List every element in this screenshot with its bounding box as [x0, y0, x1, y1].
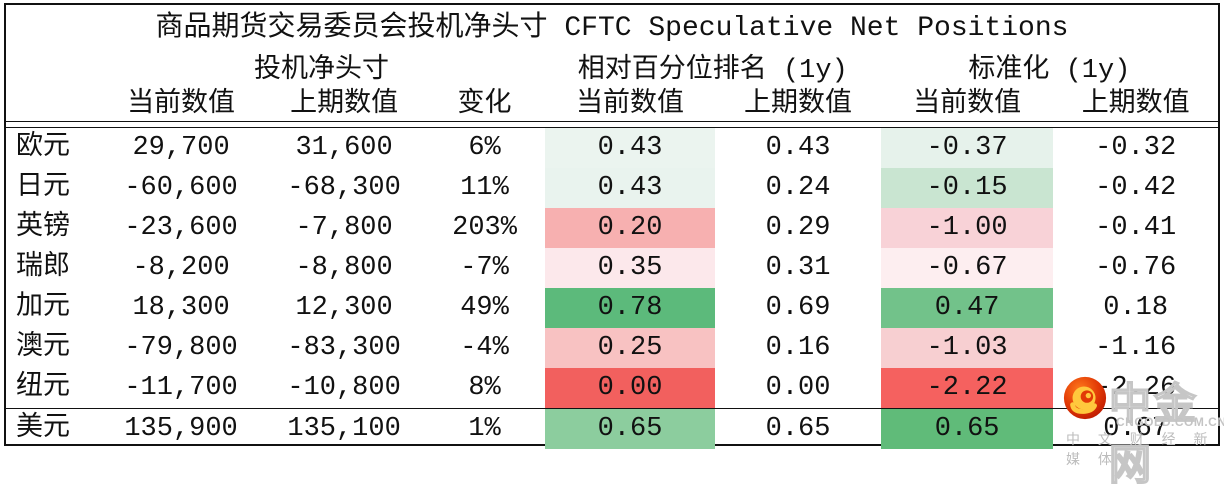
spec-current-value: -11,700	[124, 372, 238, 403]
change-value: -7%	[460, 252, 509, 283]
pct-previous-value: 0.69	[765, 292, 831, 323]
group-header-percentile: 相对百分位排名 (1y)	[577, 55, 848, 86]
norm-current-value: -1.00	[880, 208, 1054, 248]
group-header-row: 投机净头寸 相对百分位排名 (1y) 标准化 (1y)	[6, 53, 1218, 89]
currency-label: 加元	[16, 292, 70, 323]
spec-previous-value: -8,800	[295, 252, 393, 283]
change-value: 203%	[452, 212, 517, 243]
currency-label: 日元	[16, 172, 70, 203]
pct-previous-value: 0.16	[765, 332, 831, 363]
norm-previous-value: -0.32	[1095, 132, 1177, 163]
table-row-jpy: 日元 -60,600 -68,300 11% 0.43 0.24 -0.15 -…	[6, 168, 1218, 208]
spec-previous-value: 31,600	[295, 132, 393, 163]
norm-previous-value: -2.26	[1095, 372, 1177, 403]
norm-current-value: -2.22	[880, 368, 1054, 409]
norm-previous-value: -1.16	[1095, 332, 1177, 363]
pct-current-value: 0.78	[544, 288, 716, 328]
pct-current-value: 0.00	[544, 368, 716, 409]
spec-previous-value: 12,300	[295, 292, 393, 323]
change-value: 8%	[468, 372, 501, 403]
change-value: -4%	[460, 332, 509, 363]
spec-current-value: 18,300	[132, 292, 230, 323]
spec-previous-value: -10,800	[287, 372, 401, 403]
page-title: 商品期货交易委员会投机净头寸 CFTC Speculative Net Posi…	[155, 13, 1069, 44]
currency-label: 纽元	[16, 372, 70, 403]
sub-header-empty	[6, 89, 99, 122]
pct-current-value: 0.20	[544, 208, 716, 248]
group-header-speculative: 投机净头寸	[254, 55, 390, 86]
norm-current-value: 0.65	[880, 408, 1054, 449]
pct-current-value: 0.35	[544, 248, 716, 288]
currency-label: 澳元	[16, 332, 70, 363]
pct-current-value: 0.43	[544, 168, 716, 208]
pct-previous-value: 0.29	[765, 212, 831, 243]
sub-header-row: 当前数值 上期数值 变化 当前数值 上期数值 当前数值 上期数值	[6, 89, 1218, 122]
pct-previous-value: 0.00	[765, 372, 831, 403]
spec-current-value: -60,600	[124, 172, 238, 203]
table-row-cad: 加元 18,300 12,300 49% 0.78 0.69 0.47 0.18	[6, 288, 1218, 328]
pct-current-value: 0.43	[544, 127, 716, 168]
sub-header-norm-previous: 上期数值	[1053, 89, 1218, 122]
spec-current-value: 29,700	[132, 132, 230, 163]
sub-header-change: 变化	[424, 89, 545, 122]
table-row-gbp: 英镑 -23,600 -7,800 203% 0.20 0.29 -1.00 -…	[6, 208, 1218, 248]
sub-header-spec-current: 当前数值	[98, 89, 264, 122]
header-double-rule	[6, 121, 1218, 128]
cftc-positions-table: 商品期货交易委员会投机净头寸 CFTC Speculative Net Posi…	[4, 3, 1220, 449]
table-row-eur: 欧元 29,700 31,600 6% 0.43 0.43 -0.37 -0.3…	[6, 127, 1218, 168]
currency-label: 英镑	[16, 212, 70, 243]
pct-current-value: 0.25	[544, 328, 716, 368]
data-table: 商品期货交易委员会投机净头寸 CFTC Speculative Net Posi…	[6, 5, 1218, 449]
pct-previous-value: 0.43	[765, 132, 831, 163]
change-value: 49%	[460, 292, 509, 323]
pct-previous-value: 0.31	[765, 252, 831, 283]
currency-label: 瑞郎	[16, 252, 70, 283]
table-row-chf: 瑞郎 -8,200 -8,800 -7% 0.35 0.31 -0.67 -0.…	[6, 248, 1218, 288]
sub-header-spec-previous: 上期数值	[263, 89, 425, 122]
spec-current-value: -8,200	[132, 252, 230, 283]
sub-header-norm-current: 当前数值	[880, 89, 1054, 122]
norm-previous-value: -0.76	[1095, 252, 1177, 283]
norm-current-value: -0.37	[880, 127, 1054, 168]
spec-previous-value: -7,800	[295, 212, 393, 243]
norm-current-value: -0.15	[880, 168, 1054, 208]
spec-previous-value: -83,300	[287, 332, 401, 363]
table-row-usd: 美元 135,900 135,100 1% 0.65 0.65 0.65 0.6…	[6, 408, 1218, 449]
currency-label: 美元	[6, 408, 99, 449]
pct-previous-value: 0.24	[765, 172, 831, 203]
table-title-row: 商品期货交易委员会投机净头寸 CFTC Speculative Net Posi…	[6, 5, 1218, 53]
change-value: 1%	[424, 408, 545, 449]
spec-current-value: 135,900	[98, 408, 264, 449]
change-value: 11%	[460, 172, 509, 203]
currency-label: 欧元	[16, 132, 70, 163]
norm-previous-value: -0.42	[1095, 172, 1177, 203]
pct-current-value: 0.65	[544, 408, 716, 449]
table-row-nzd: 纽元 -11,700 -10,800 8% 0.00 0.00 -2.22 -2…	[6, 368, 1218, 409]
norm-current-value: -0.67	[880, 248, 1054, 288]
norm-current-value: -1.03	[880, 328, 1054, 368]
pct-previous-value: 0.65	[715, 408, 881, 449]
spec-previous-value: 135,100	[263, 408, 425, 449]
spec-current-value: -79,800	[124, 332, 238, 363]
norm-current-value: 0.47	[880, 288, 1054, 328]
norm-previous-value: -0.41	[1095, 212, 1177, 243]
table-row-aud: 澳元 -79,800 -83,300 -4% 0.25 0.16 -1.03 -…	[6, 328, 1218, 368]
group-header-normalized: 标准化 (1y)	[968, 55, 1131, 86]
spec-previous-value: -68,300	[287, 172, 401, 203]
norm-previous-value: 0.67	[1053, 408, 1218, 449]
norm-previous-value: 0.18	[1103, 292, 1169, 323]
sub-header-pct-current: 当前数值	[544, 89, 716, 122]
change-value: 6%	[468, 132, 501, 163]
spec-current-value: -23,600	[124, 212, 238, 243]
sub-header-pct-previous: 上期数值	[715, 89, 881, 122]
group-header-empty	[6, 53, 98, 89]
